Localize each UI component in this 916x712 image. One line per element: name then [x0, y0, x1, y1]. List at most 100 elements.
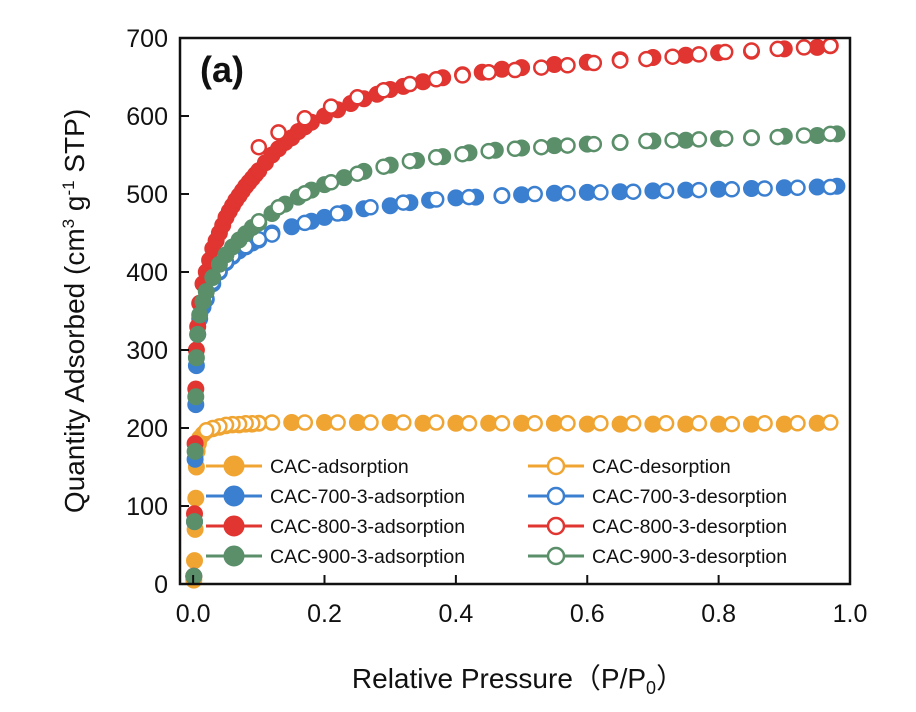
point-cac-800-3-desorption-21	[270, 124, 287, 141]
point-cac-800-3-desorption-2	[769, 40, 786, 58]
point-cac-900-3-adsorption-1	[186, 513, 203, 531]
point-cac-700-3-desorption-13	[395, 194, 412, 211]
point-cac-900-3-desorption-17	[375, 158, 392, 175]
y-tick-label-5: 500	[126, 181, 168, 209]
legend-item-cac-900-3-adsorption: CAC-900-3-adsorption	[206, 545, 465, 568]
legend-marker-cac-700-3-adsorption	[223, 485, 245, 507]
point-cac-800-3-desorption-16	[401, 75, 419, 93]
point-cac-900-3-adsorption-8	[197, 283, 215, 300]
legend-item-cac-desorption: CAC-desorption	[528, 456, 731, 478]
legend-item-cac-800-3-adsorption: CAC-800-3-adsorption	[206, 515, 465, 538]
legend-label-cac-700-3-desorption: CAC-700-3-desorption	[592, 486, 787, 508]
legend-item-cac-700-3-adsorption: CAC-700-3-adsorption	[206, 485, 465, 508]
legend-marker-cac-800-3-adsorption	[223, 515, 245, 537]
point-cac-700-3-desorption-14	[362, 199, 379, 216]
point-cac-adsorption-3	[187, 489, 205, 507]
point-cac-desorption-9	[526, 415, 543, 432]
legend-marker-cac-900-3-desorption	[546, 546, 566, 566]
point-cac-900-3-desorption-12	[506, 140, 524, 158]
series-cac-desorption	[198, 414, 839, 439]
y-tick-label-2: 200	[126, 415, 168, 443]
ticks: 0.0 0.2 0.4 0.6 0.8 1.0 0 100 200 300 400 500 600 700	[126, 25, 867, 628]
point-cac-800-3-desorption-4	[716, 43, 734, 61]
y-axis-title: Quantity Adsorbed (cm3 g-1 STP)	[59, 109, 90, 513]
legend-label-cac-800-3-desorption: CAC-800-3-desorption	[592, 516, 787, 538]
point-cac-900-3-desorption-14	[454, 145, 471, 163]
y-tick-label-4: 400	[126, 259, 168, 287]
point-cac-desorption-7	[592, 415, 609, 432]
point-cac-800-3-desorption-22	[250, 138, 268, 156]
point-cac-700-3-desorption-12	[427, 191, 445, 208]
point-cac-desorption-17	[263, 414, 281, 431]
point-cac-900-3-desorption-8	[611, 134, 629, 151]
point-cac-900-3-desorption-18	[349, 165, 366, 182]
point-cac-desorption-13	[395, 414, 412, 431]
point-cac-900-3-desorption-20	[296, 184, 314, 202]
point-cac-700-3-desorption-11	[460, 188, 478, 206]
legend-marker-cac-desorption	[546, 456, 566, 476]
point-cac-700-3-desorption-9	[526, 185, 543, 203]
legend: CAC-adsorption CAC-desorption CAC-700-3-ad…	[206, 455, 787, 568]
point-cac-900-3-desorption-15	[427, 149, 445, 166]
point-cac-900-3-desorption-4	[716, 130, 734, 147]
point-cac-900-3-desorption-21	[270, 199, 287, 216]
point-cac-800-3-desorption-19	[322, 98, 340, 115]
point-cac-desorption-6	[624, 415, 642, 432]
point-cac-desorption-14	[362, 414, 379, 431]
point-cac-800-3-desorption-6	[664, 48, 681, 65]
point-cac-800-3-desorption-10	[559, 57, 576, 74]
plot-frame	[178, 36, 852, 586]
legend-label-cac-desorption: CAC-desorption	[592, 456, 731, 478]
point-cac-700-3-desorption-5	[657, 182, 675, 200]
legend-label-cac-900-3-desorption: CAC-900-3-desorption	[592, 546, 787, 568]
point-cac-900-3-adsorption-5	[189, 325, 207, 343]
y-tick-label-7: 700	[126, 25, 168, 53]
point-cac-700-3-desorption-0	[822, 178, 839, 196]
point-cac-800-3-desorption-17	[375, 82, 392, 99]
point-cac-desorption-0	[822, 414, 839, 431]
legend-marker-cac-adsorption	[223, 455, 245, 477]
legend-label-cac-900-3-adsorption: CAC-900-3-adsorption	[270, 546, 465, 568]
point-cac-900-3-desorption-10	[559, 137, 576, 154]
point-cac-900-3-desorption-11	[533, 138, 550, 156]
x-tick-label-5: 1.0	[833, 600, 868, 628]
y-tick-label-1: 100	[126, 493, 168, 521]
point-cac-700-3-desorption-1	[789, 179, 806, 197]
legend-label-cac-700-3-adsorption: CAC-700-3-adsorption	[270, 486, 465, 508]
y-axis-title-part3: STP)	[59, 109, 90, 181]
legend-marker-cac-700-3-desorption	[546, 486, 566, 506]
point-cac-desorption-11	[460, 415, 478, 432]
legend-item-cac-800-3-desorption: CAC-800-3-desorption	[528, 516, 787, 538]
point-cac-700-3-desorption-8	[559, 184, 576, 202]
point-cac-900-3-desorption-1	[795, 127, 813, 144]
point-cac-900-3-adsorption-3	[187, 388, 205, 406]
point-cac-900-3-desorption-19	[322, 174, 340, 191]
point-cac-700-3-desorption-17	[263, 226, 281, 243]
x-axis-title-subscript: 0	[646, 678, 656, 698]
series-cac-800-3-desorption	[250, 37, 839, 156]
point-cac-700-3-desorption-2	[756, 180, 773, 197]
point-cac-900-3-desorption-22	[250, 213, 268, 230]
point-cac-desorption-4	[690, 415, 708, 432]
point-cac-800-3-desorption-8	[611, 52, 629, 69]
point-cac-800-3-desorption-0	[822, 37, 839, 55]
point-cac-700-3-desorption-3	[723, 181, 741, 198]
point-cac-900-3-desorption-9	[585, 135, 603, 153]
legend-label-cac-adsorption: CAC-adsorption	[270, 456, 409, 478]
y-axis-title-sup2: -1	[59, 180, 78, 195]
x-tick-label-3: 0.6	[570, 600, 605, 628]
x-axis-title-end: ）	[656, 663, 684, 694]
point-cac-900-3-adsorption-4	[187, 349, 205, 367]
point-cac-desorption-1	[789, 415, 806, 432]
x-tick-label-0: 0.0	[176, 600, 211, 628]
y-tick-label-3: 300	[126, 337, 168, 365]
point-cac-desorption-5	[657, 415, 675, 432]
point-cac-700-3-desorption-7	[592, 184, 609, 201]
point-cac-adsorption-1	[186, 552, 203, 570]
point-cac-900-3-adsorption-2	[186, 442, 204, 460]
legend-marker-cac-900-3-adsorption	[223, 545, 245, 567]
point-cac-800-3-desorption-18	[349, 89, 366, 106]
point-cac-800-3-desorption-15	[427, 71, 445, 88]
point-cac-900-3-desorption-5	[690, 131, 708, 148]
point-cac-800-3-desorption-14	[454, 67, 471, 84]
